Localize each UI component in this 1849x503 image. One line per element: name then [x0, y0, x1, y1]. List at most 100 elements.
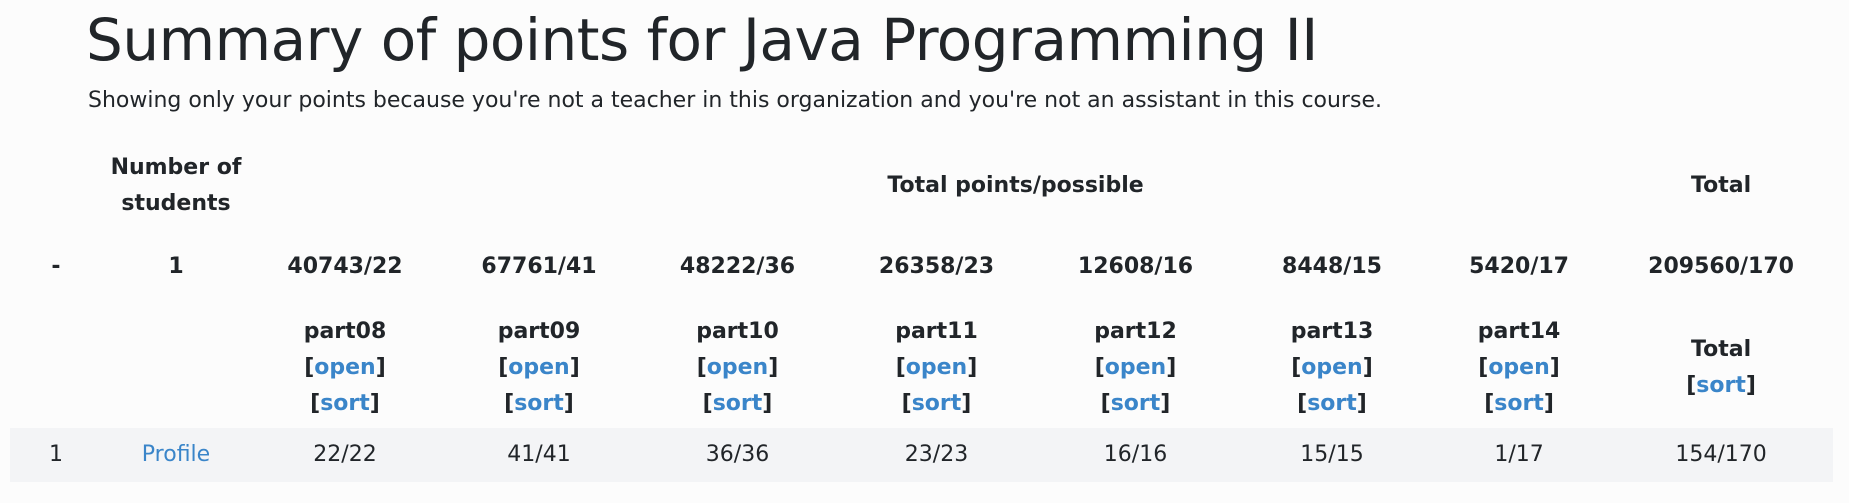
open-link[interactable]: open	[1301, 355, 1363, 380]
empty-header	[102, 308, 250, 428]
open-link[interactable]: open	[1104, 355, 1167, 380]
total-cell: 8448/15	[1282, 254, 1382, 279]
total-cell: 26358/23	[878, 254, 995, 279]
bracket: [	[1297, 391, 1308, 416]
part-header: part12 [open] [sort]	[1036, 308, 1235, 428]
empty-header	[10, 146, 102, 226]
open-link[interactable]: open	[905, 355, 968, 380]
total-cell: 40743/22	[287, 254, 403, 279]
data-row: 1 Profile 22/22 41/41 36/36 23/23 16/16 15/15 1/…	[10, 428, 1834, 482]
bracket: ]	[762, 391, 773, 416]
part-name: part08	[303, 319, 387, 344]
students-header: Number of students	[110, 155, 242, 216]
open-line: [open]	[440, 350, 638, 386]
sort-line: [sort]	[1609, 368, 1833, 404]
sort-line: [sort]	[440, 386, 638, 422]
open-link[interactable]: open	[508, 355, 570, 380]
parts-row: part08 [open] [sort] part09 [open] [sort] part…	[10, 308, 1833, 428]
part-header: part14 [open] [sort]	[1429, 308, 1609, 428]
total-cell: 12608/16	[1077, 254, 1194, 279]
bracket: [	[1478, 355, 1489, 380]
cell: 16/16	[1036, 428, 1235, 482]
bracket: [	[895, 355, 906, 380]
sort-link[interactable]: sort	[1110, 391, 1161, 416]
cell: 23/23	[837, 428, 1036, 482]
sort-link[interactable]: sort	[911, 391, 962, 416]
sort-line: [sort]	[1036, 386, 1235, 422]
total-column-header: Total [sort]	[1609, 308, 1833, 428]
part-header: part09 [open] [sort]	[440, 308, 638, 428]
bracket: [	[1100, 391, 1111, 416]
cell: 1	[10, 428, 102, 482]
profile-link[interactable]: Profile	[141, 442, 211, 467]
part-header: part10 [open] [sort]	[638, 308, 837, 428]
bracket: [	[310, 391, 321, 416]
group-header-row: Number of students Total points/possible…	[10, 146, 1833, 226]
page-title: Summary of points for Java Programming I…	[86, 6, 1318, 74]
open-line: [open]	[1036, 350, 1235, 386]
open-line: [open]	[638, 350, 837, 386]
bracket: ]	[961, 391, 972, 416]
total-cell: 5420/17	[1469, 254, 1569, 279]
points-table: Number of students Total points/possible…	[10, 146, 1834, 482]
bracket: ]	[1166, 355, 1177, 380]
open-link[interactable]: open	[706, 355, 769, 380]
part-name: part09	[497, 319, 581, 344]
sort-link[interactable]: sort	[712, 391, 763, 416]
cell: 1/17	[1429, 428, 1610, 482]
open-link[interactable]: open	[1488, 355, 1550, 380]
open-line: [open]	[837, 350, 1036, 386]
open-link[interactable]: open	[314, 355, 376, 380]
sort-line: [sort]	[638, 386, 837, 422]
bracket: [	[901, 391, 912, 416]
cell: 41/41	[440, 428, 638, 482]
total-cell: 1	[168, 254, 184, 279]
total-possible-header: Total points/possible	[887, 173, 1144, 198]
open-line: [open]	[1429, 350, 1609, 386]
sort-link[interactable]: sort	[320, 391, 370, 416]
bracket: [	[1686, 373, 1697, 398]
sort-line: [sort]	[1235, 386, 1429, 422]
part-name: part13	[1290, 319, 1374, 344]
sort-line: [sort]	[1429, 386, 1609, 422]
part-header: part13 [open] [sort]	[1235, 308, 1429, 428]
open-line: [open]	[1235, 350, 1429, 386]
bracket: [	[702, 391, 713, 416]
bracket: ]	[569, 355, 580, 380]
cell: 154/170	[1609, 428, 1834, 482]
cell: 22/22	[250, 428, 440, 482]
bracket: ]	[369, 391, 380, 416]
bracket: ]	[1543, 391, 1554, 416]
part-name: part12	[1094, 319, 1177, 344]
subtitle: Showing only your points because you're …	[88, 88, 1382, 113]
bracket: [	[498, 355, 509, 380]
part-name: part11	[895, 319, 978, 344]
profile-cell: Profile	[102, 428, 250, 482]
total-name: Total	[1691, 337, 1752, 362]
table-body: 1 Profile 22/22 41/41 36/36 23/23 16/16 15/15 1/…	[10, 428, 1834, 482]
totals-row: - 1 40743/22 67761/41 48222/36 26358/23 12608/…	[10, 226, 1833, 308]
total-cell: 209560/170	[1648, 254, 1794, 279]
sort-link[interactable]: sort	[1696, 373, 1746, 398]
bracket: ]	[1362, 355, 1373, 380]
sort-link[interactable]: sort	[514, 391, 564, 416]
bracket: ]	[1356, 391, 1367, 416]
bracket: [	[304, 355, 315, 380]
cell: 36/36	[638, 428, 837, 482]
part-name: part14	[1477, 319, 1561, 344]
total-cell: -	[51, 254, 61, 279]
sort-link[interactable]: sort	[1307, 391, 1357, 416]
bracket: ]	[768, 355, 779, 380]
bracket: ]	[1745, 373, 1756, 398]
cell: 15/15	[1235, 428, 1429, 482]
part-header: part08 [open] [sort]	[250, 308, 440, 428]
part-header: part11 [open] [sort]	[837, 308, 1036, 428]
sort-line: [sort]	[250, 386, 440, 422]
bracket: [	[1094, 355, 1105, 380]
sort-link[interactable]: sort	[1494, 391, 1544, 416]
bracket: ]	[1549, 355, 1560, 380]
bracket: ]	[1160, 391, 1171, 416]
sort-line: [sort]	[837, 386, 1036, 422]
